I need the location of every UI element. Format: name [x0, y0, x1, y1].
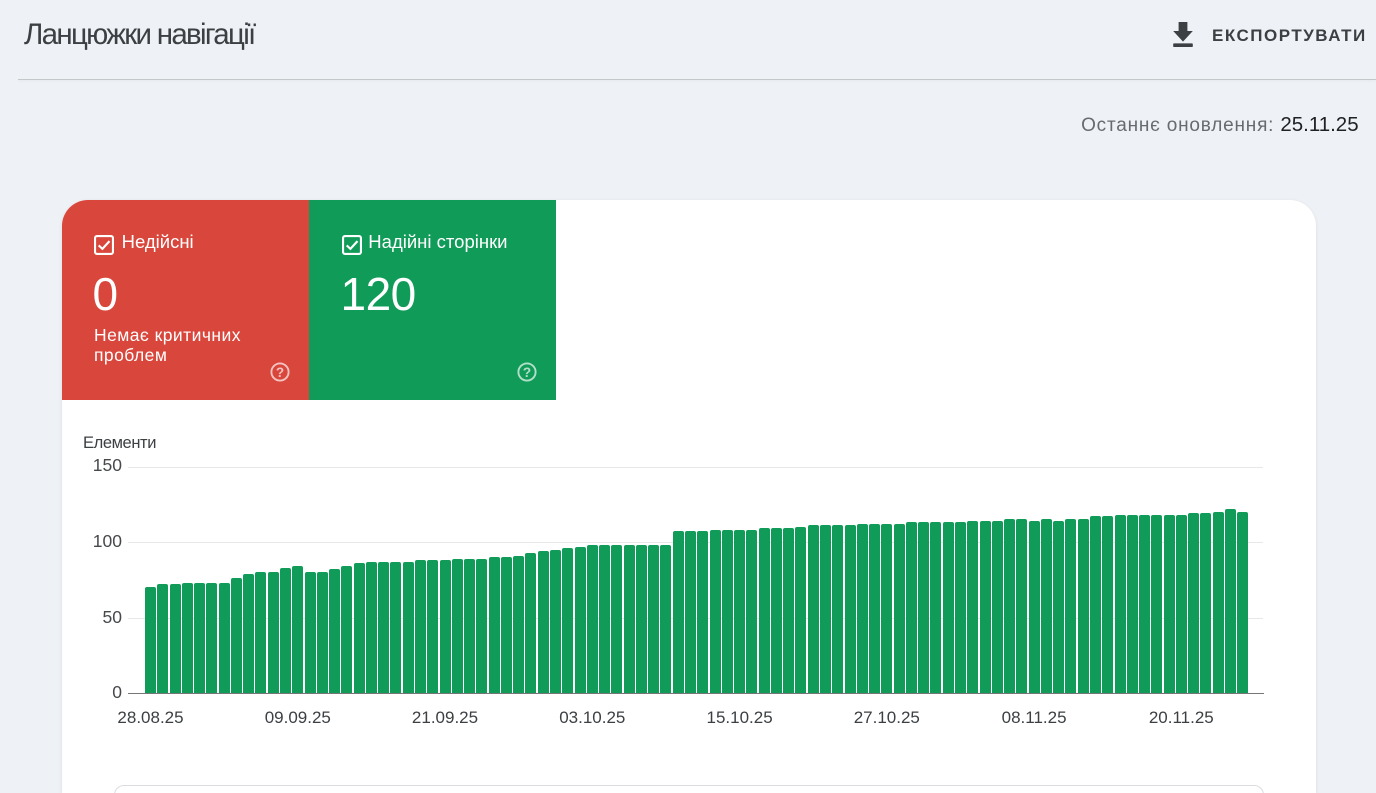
svg-text:?: ? [522, 364, 530, 379]
svg-text:?: ? [275, 364, 283, 379]
